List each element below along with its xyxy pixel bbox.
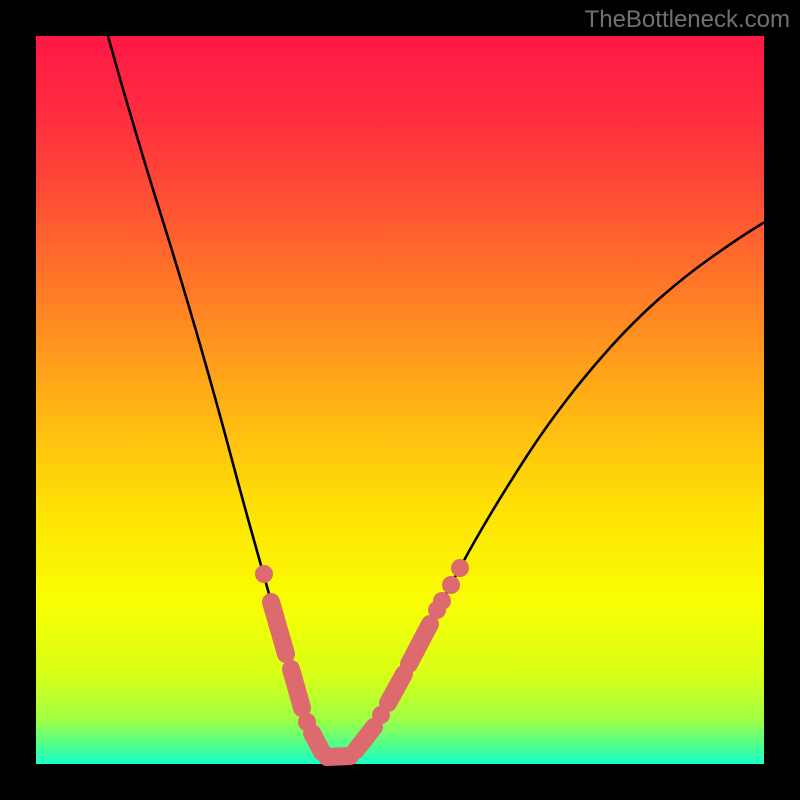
curve-marker-dot: [433, 592, 451, 610]
curve-marker-capsule: [291, 669, 302, 708]
curve-marker-capsule: [312, 733, 322, 752]
curve-marker-capsule: [327, 756, 350, 757]
curve-marker-dot: [451, 559, 469, 577]
curve-marker-dot: [255, 565, 273, 583]
curve-marker-dot: [442, 576, 460, 594]
plot-gradient-background: [36, 36, 764, 764]
bottleneck-chart-svg: [0, 0, 800, 800]
